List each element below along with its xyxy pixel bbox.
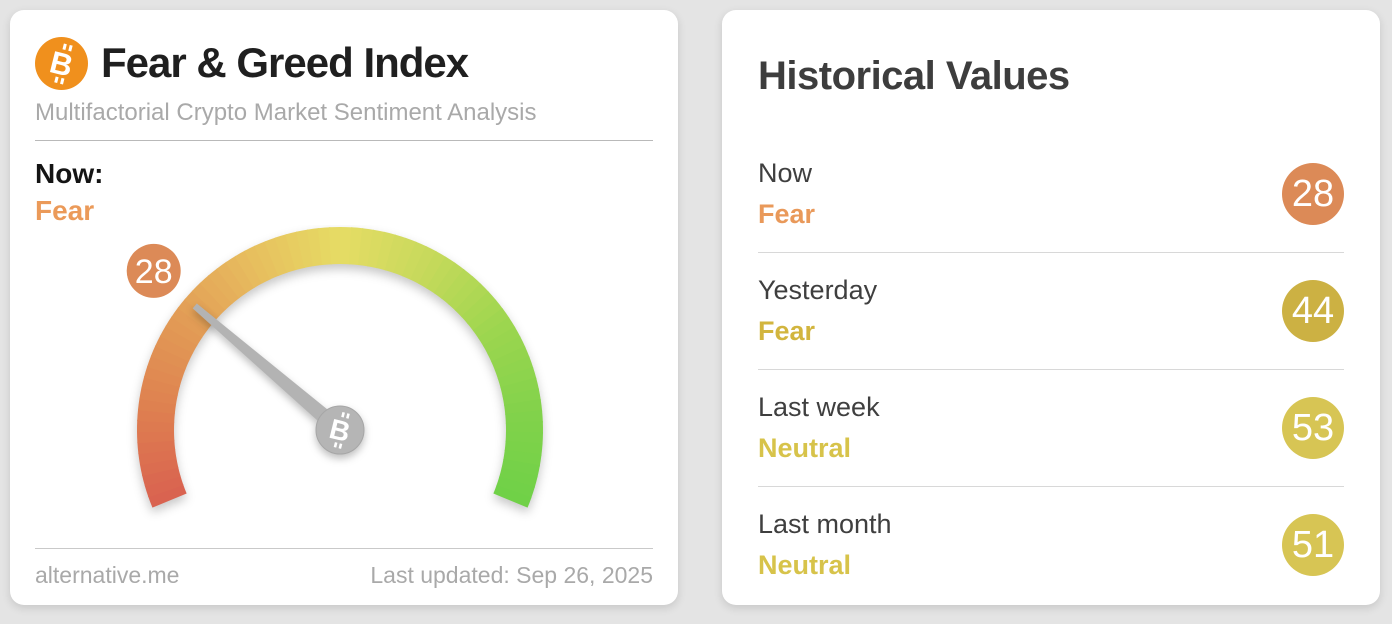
history-classification: Fear — [758, 316, 816, 346]
card-header: B Fear & Greed Index — [35, 37, 653, 90]
history-classification: Fear — [758, 199, 816, 229]
header-divider — [35, 140, 653, 141]
gauge-needle-group: B — [192, 303, 365, 455]
card-footer: alternative.me Last updated: Sep 26, 202… — [35, 548, 653, 589]
history-period-label: Yesterday — [758, 275, 878, 305]
history-period-label: Last month — [758, 509, 892, 539]
bitcoin-icon-circle — [35, 37, 88, 90]
history-value-badge: 53 — [1282, 397, 1344, 459]
bitcoin-icon: B — [35, 37, 88, 90]
history-row-now: Now Fear 28 — [758, 136, 1344, 253]
page-title: Fear & Greed Index — [101, 39, 469, 87]
history-row-last-month: Last month Neutral 51 — [758, 487, 1344, 603]
history-row-yesterday: Yesterday Fear 44 — [758, 253, 1344, 370]
history-period-label: Last week — [758, 392, 880, 422]
history-value-badge: 51 — [1282, 514, 1344, 576]
fear-greed-card: B Fear & Greed Index Multifactorial Cryp… — [10, 10, 678, 605]
historical-values-card: Historical Values Now Fear 28 Yesterday … — [722, 10, 1380, 605]
gauge-arc — [137, 227, 543, 508]
history-value-badge: 44 — [1282, 280, 1344, 342]
subtitle: Multifactorial Crypto Market Sentiment A… — [35, 99, 537, 126]
svg-text:28: 28 — [135, 253, 173, 291]
fear-greed-gauge: B 28 — [126, 227, 543, 508]
history-row-text: Last month Neutral — [758, 509, 892, 581]
gauge-needle — [192, 303, 346, 437]
history-row-text: Now Fear — [758, 158, 815, 230]
last-updated-text: Last updated: Sep 26, 2025 — [370, 562, 653, 588]
history-row-text: Last week Neutral — [758, 392, 880, 464]
historical-values-title: Historical Values — [758, 54, 1070, 98]
gauge-hub — [315, 405, 365, 455]
source-link[interactable]: alternative.me — [35, 562, 180, 588]
history-row-last-week: Last week Neutral 53 — [758, 370, 1344, 487]
history-value-badge: 28 — [1282, 163, 1344, 225]
now-classification: Fear — [35, 195, 95, 226]
history-classification: Neutral — [758, 433, 852, 463]
history-row-text: Yesterday Fear — [758, 275, 877, 347]
history-period-label: Now — [758, 158, 813, 188]
history-classification: Neutral — [758, 550, 852, 580]
now-label: Now: — [35, 158, 104, 189]
gauge-value-badge: 28 — [126, 243, 181, 298]
historical-values-list: Now Fear 28 Yesterday Fear 44 Last week … — [758, 136, 1344, 603]
